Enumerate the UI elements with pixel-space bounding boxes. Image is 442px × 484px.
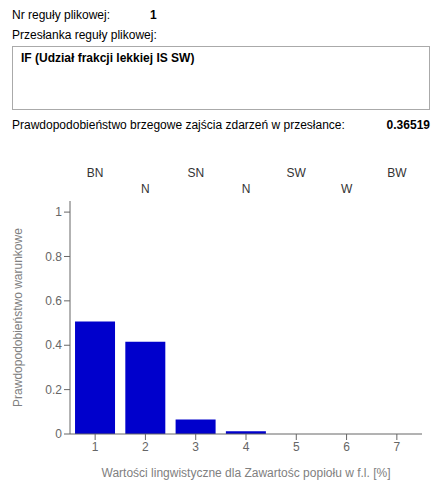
html-text:Przesłanka reguły plikowej:: Przesłanka reguły plikowej:: [12, 28, 157, 42]
svg-text:1: 1: [92, 440, 99, 454]
svg-text:W: W: [341, 182, 353, 196]
svg-text:2: 2: [142, 440, 149, 454]
svg-text:Prawdopodobieństwo warunkowe: Prawdopodobieństwo warunkowe: [11, 228, 25, 407]
svg-text:SW: SW: [287, 166, 307, 180]
svg-text:0: 0: [55, 427, 62, 441]
html-text:IF (Udział frakcji lekkiej IS: IF (Udział frakcji lekkiej IS SW): [21, 51, 195, 65]
svg-text:0.2: 0.2: [45, 383, 62, 397]
svg-text:SN: SN: [187, 166, 204, 180]
html-text:Prawdopodobieństwo brzegowe za: Prawdopodobieństwo brzegowe zajścia zdar…: [12, 118, 345, 132]
svg-text:0.6: 0.6: [45, 294, 62, 308]
svg-text:7: 7: [394, 440, 401, 454]
html-text:0.36519: 0.36519: [386, 118, 430, 132]
svg-text:1: 1: [55, 205, 62, 219]
svg-text:BN: BN: [87, 166, 104, 180]
svg-text:6: 6: [343, 440, 350, 454]
svg-text:N: N: [242, 182, 251, 196]
html-text:1: 1: [150, 8, 157, 22]
svg-text:Wartości lingwistyczne dla Zaw: Wartości lingwistyczne dla Zawartośc pop…: [102, 466, 391, 480]
svg-text:0.8: 0.8: [45, 250, 62, 264]
svg-text:N: N: [141, 182, 150, 196]
svg-text:3: 3: [192, 440, 199, 454]
svg-text:4: 4: [243, 440, 250, 454]
svg-text:BW: BW: [387, 166, 407, 180]
html-text:Nr reguły plikowej:: Nr reguły plikowej:: [12, 8, 110, 22]
svg-text:5: 5: [293, 440, 300, 454]
svg-text:0.4: 0.4: [45, 338, 62, 352]
